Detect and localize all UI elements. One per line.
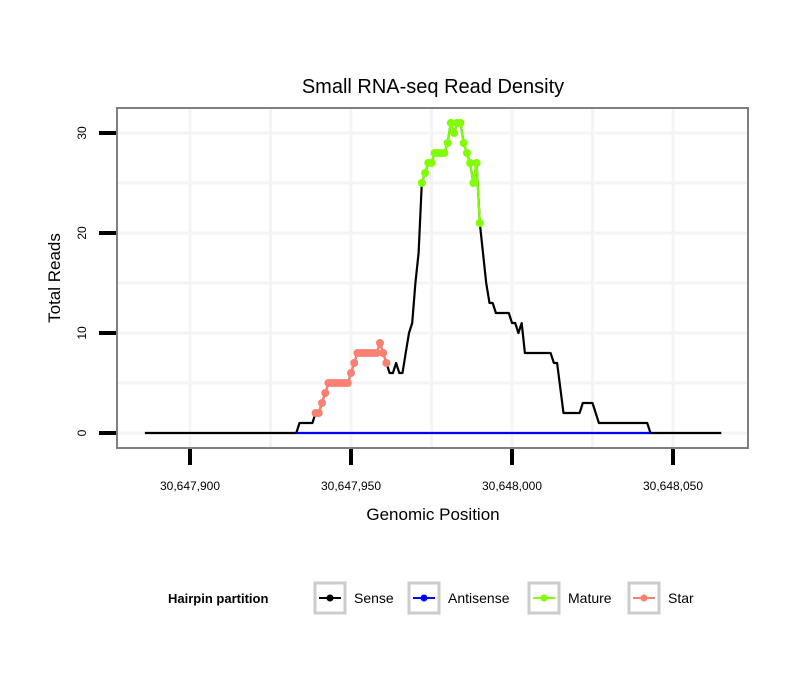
legend-key-point	[540, 594, 548, 602]
star-data-point	[343, 379, 352, 387]
y-axis: 0 10 20 30	[75, 126, 116, 436]
x-tick-label: 30,648,050	[643, 479, 703, 493]
series-layer	[144, 119, 722, 435]
x-axis-title: Genomic Position	[366, 505, 499, 524]
legend-key-point	[326, 594, 334, 602]
legend-label: Antisense	[448, 590, 510, 606]
legend-item-sense: Sense	[313, 581, 394, 615]
x-tick-label: 30,647,900	[160, 479, 220, 493]
x-axis: 30,647,900 30,647,950 30,648,000 30,648,050	[160, 449, 703, 493]
legend-label: Star	[668, 590, 694, 606]
y-tick-label: 30	[75, 126, 89, 140]
star-data-point	[347, 369, 355, 377]
plot-panel	[116, 107, 749, 449]
y-tick-label: 20	[75, 226, 89, 240]
mature-data-point	[466, 159, 475, 167]
legend-key-point	[420, 594, 428, 602]
y-tick-label: 10	[75, 326, 89, 340]
legend-item-star: Star	[627, 581, 694, 615]
plot-border	[116, 107, 749, 449]
chart-title: Small RNA-seq Read Density	[302, 76, 564, 98]
y-tick-label: 0	[75, 429, 89, 436]
star-data-point	[382, 359, 391, 367]
star-data-point	[318, 399, 327, 407]
mature-data-point	[456, 119, 465, 127]
mature-data-point	[462, 149, 471, 157]
mature-data-point	[469, 179, 478, 187]
y-axis-title: Total Reads	[45, 233, 64, 323]
mature-data-point	[417, 179, 426, 187]
mature-data-point	[427, 159, 436, 167]
x-tick-label: 30,647,950	[321, 479, 381, 493]
mature-data-point	[443, 139, 452, 147]
legend-title: Hairpin partition	[168, 591, 268, 606]
mature-data-point	[450, 129, 459, 137]
mature-data-point	[440, 149, 449, 157]
mature-data-point	[472, 159, 481, 167]
star-data-point	[372, 349, 381, 357]
legend: Hairpin partition Sense Antisense Mature St…	[168, 581, 694, 615]
mature-data-point	[421, 169, 430, 177]
legend-key-point	[640, 594, 648, 602]
star-data-point	[375, 339, 384, 347]
mature-data-point	[475, 219, 484, 227]
legend-label: Sense	[354, 590, 394, 606]
legend-item-mature: Mature	[527, 581, 612, 615]
star-data-point	[379, 349, 388, 357]
mature-data-point	[459, 139, 468, 147]
legend-item-antisense: Antisense	[407, 581, 510, 615]
star-data-point	[314, 409, 323, 417]
mature-data-point	[446, 119, 455, 127]
legend-label: Mature	[568, 590, 612, 606]
star-data-point	[350, 359, 359, 367]
x-tick-label: 30,648,000	[482, 479, 542, 493]
star-data-point	[321, 389, 330, 397]
